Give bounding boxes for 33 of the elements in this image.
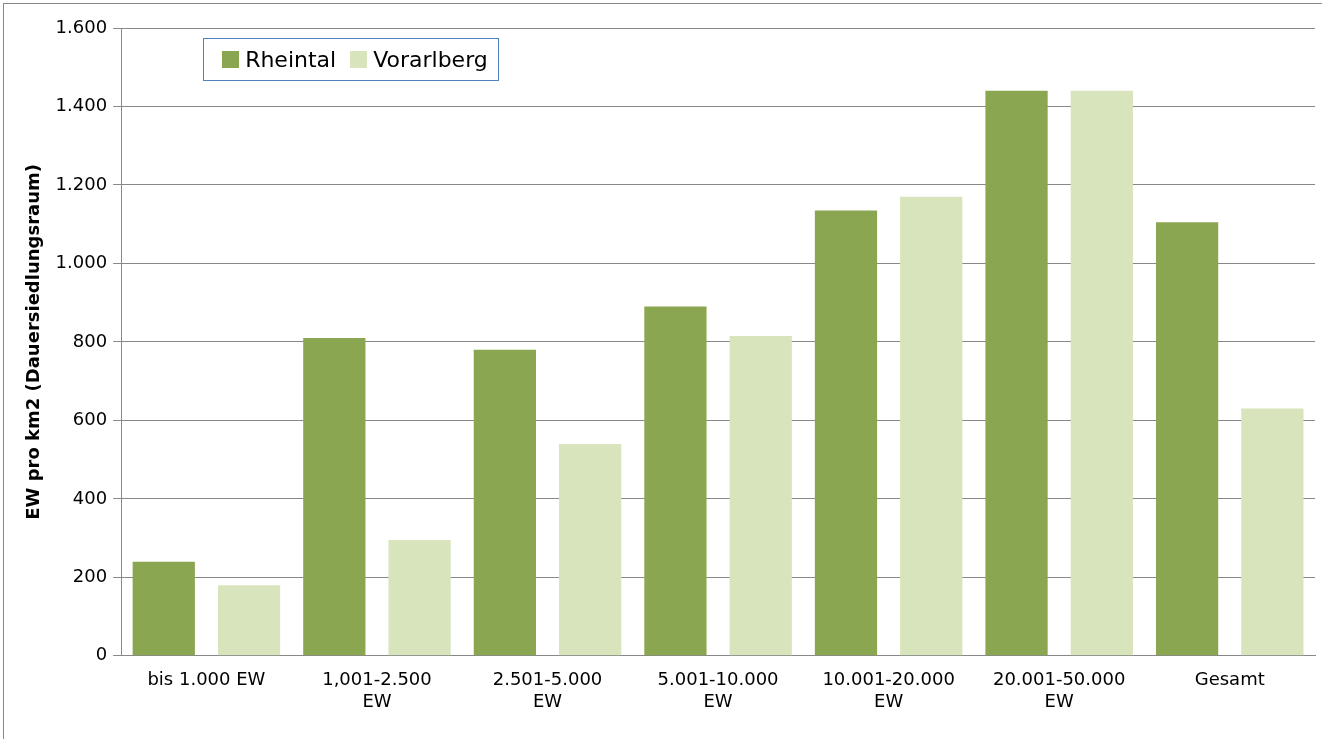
bar xyxy=(1241,408,1304,656)
y-tick-label: 0 xyxy=(95,643,108,665)
x-tick-label: bis 1.000 EW xyxy=(147,668,266,690)
bar xyxy=(132,561,195,656)
y-tick-label: 1.000 xyxy=(55,251,108,273)
x-tick-label: 10.001-20.000 EW xyxy=(822,668,955,711)
x-tick-label: 20.001-50.000 EW xyxy=(992,668,1126,711)
y-tick-label: 200 xyxy=(72,565,108,586)
y-tick-label: 400 xyxy=(72,486,108,508)
x-tick-label: 5.001-10.000 EW xyxy=(657,668,779,711)
legend-label: Vorarlberg xyxy=(373,47,488,72)
x-tick-label: Gesamt xyxy=(1194,668,1265,690)
bar xyxy=(388,540,451,656)
y-tick-label: 600 xyxy=(72,408,108,430)
legend-label: Rheintal xyxy=(245,47,337,72)
bar xyxy=(814,210,878,656)
bar xyxy=(729,336,792,656)
bar xyxy=(473,349,536,656)
bar xyxy=(303,337,366,656)
bar xyxy=(900,196,963,656)
bar xyxy=(1070,90,1133,656)
x-tick-label: 2.501-5.000 EW xyxy=(492,668,603,711)
y-tick-label: 800 xyxy=(72,329,108,351)
x-tick-label: 1,001-2.500 EW xyxy=(322,668,432,711)
y-tick-label: 1.200 xyxy=(55,172,108,194)
y-tick-label: 1.400 xyxy=(55,94,108,116)
bar xyxy=(985,90,1048,656)
y-axis-title: EW pro km2 (Dauersiedlungsraum) xyxy=(22,164,44,520)
y-tick-label: 1.600 xyxy=(55,15,108,37)
bar xyxy=(559,443,622,656)
bar xyxy=(1155,222,1219,656)
bar xyxy=(217,585,281,656)
bar xyxy=(644,306,707,656)
